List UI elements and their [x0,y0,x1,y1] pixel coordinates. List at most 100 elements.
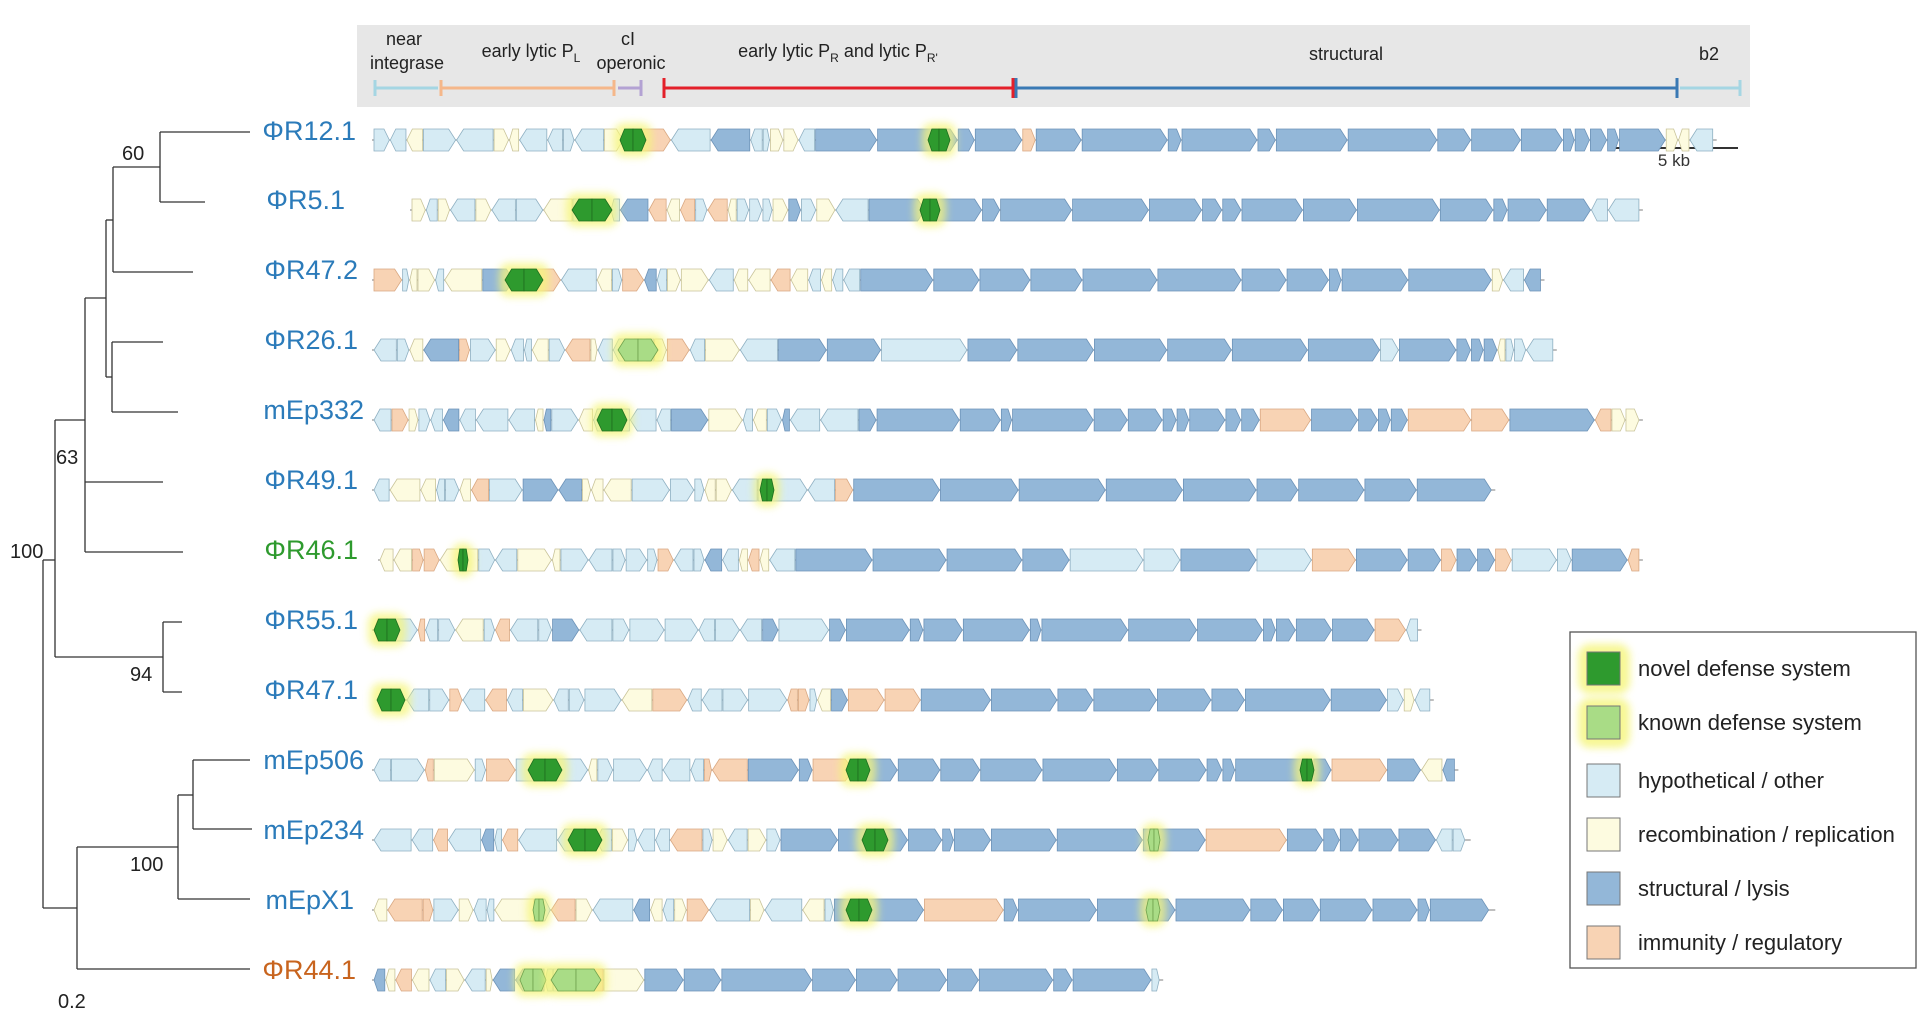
gene-arrow [710,128,751,152]
gene-arrow [433,898,459,922]
gene-arrow [738,548,748,572]
region-label-operonic: operonic [596,53,665,73]
gene-arrow [1202,198,1223,222]
phage-label: mEp234 [263,815,364,845]
gene-arrow [506,688,523,712]
gene-arrow [509,128,520,152]
gene-arrow [946,968,979,992]
gene-arrow [809,688,818,712]
gene-arrow [1206,758,1223,782]
legend-swatch [1586,705,1621,740]
gene-arrow [475,198,492,222]
gene-arrow [379,548,394,572]
gene-arrow [962,618,1030,642]
gene-arrow [631,478,670,502]
gene-arrow [748,688,788,712]
gene-arrow [1627,548,1640,572]
gene-arrow [474,758,486,782]
gene-arrow [406,128,423,152]
gene-arrow [578,408,594,432]
legend-swatch [1586,651,1621,686]
gene-arrow [1358,408,1378,432]
gene-arrow [846,618,910,642]
genome-track-9 [371,683,1434,717]
gene-arrow [423,338,459,362]
gene-arrow [450,198,476,222]
gene-arrow [462,688,486,712]
gene-arrow [689,338,705,362]
gene-arrow [1259,408,1311,432]
gene-arrow [1022,548,1070,572]
gene-arrow [1003,898,1018,922]
gene-arrow [881,338,968,362]
gene-arrow [764,898,803,922]
gene-arrow [551,548,561,572]
gene-arrow [390,688,406,712]
gene-arrow [629,618,665,642]
gene-arrow [874,828,889,852]
phage-label: ΦR49.1 [264,465,358,495]
gene-arrow [942,828,954,852]
gene-arrow [991,828,1057,852]
gene-arrow [1526,338,1554,362]
gene-arrow [1471,408,1510,432]
gene-arrow [1152,898,1161,922]
gene-arrow [666,338,690,362]
gene-arrow [821,268,833,292]
gene-arrow [1471,128,1521,152]
gene-arrow [673,548,694,572]
gene-arrow [1105,478,1183,502]
gene-arrow [629,408,657,432]
gene-arrow [1347,128,1438,152]
gene-arrow [1197,618,1263,642]
gene-arrow [957,128,975,152]
gene-arrow [563,128,575,152]
gene-arrow [980,758,1043,782]
gene-arrow [1665,128,1679,152]
gene-arrow [579,618,613,642]
gene-arrow [483,618,495,642]
gene-arrow [1319,898,1373,922]
gene-arrow [1057,688,1094,712]
gene-arrow [459,338,470,362]
genome-track-4 [372,333,1557,367]
gene-arrow [662,898,675,922]
gene-arrow [666,198,680,222]
genome-track-5 [372,403,1643,437]
gene-arrow [422,898,434,922]
gene-arrow [831,688,848,712]
legend-label: recombination / replication [1638,822,1895,847]
gene-arrow [704,758,712,782]
gene-arrow [747,828,767,852]
gene-arrow [495,338,511,362]
gene-arrow [647,758,663,782]
gene-arrow [656,408,671,432]
gene-arrow [373,968,386,992]
gene-arrow [1406,618,1418,642]
gene-arrow [698,618,715,642]
gene-arrow [588,548,613,572]
gene-arrow [853,478,940,502]
gene-arrow [1295,618,1332,642]
gene-arrow [621,688,653,712]
gene-arrow [974,128,1023,152]
gene-arrow [762,128,770,152]
gene-arrow [897,758,941,782]
gene-arrow [1029,618,1042,642]
gene-arrow [694,478,705,502]
gene-arrow [1471,338,1484,362]
gene-arrow [671,408,709,432]
gene-arrow [1182,478,1257,502]
phage-label: ΦR47.1 [264,675,358,705]
gene-arrow [876,408,960,432]
gene-arrow [1311,408,1359,432]
gene-arrow [1524,268,1541,292]
gene-arrow [959,408,1001,432]
gene-arrow [929,198,941,222]
gene-arrow [1619,128,1666,152]
gene-arrow [1390,408,1408,432]
gene-arrow [1509,408,1595,432]
gene-arrow [1364,478,1417,502]
gene-arrow [722,688,749,712]
gene-arrow [548,338,566,362]
